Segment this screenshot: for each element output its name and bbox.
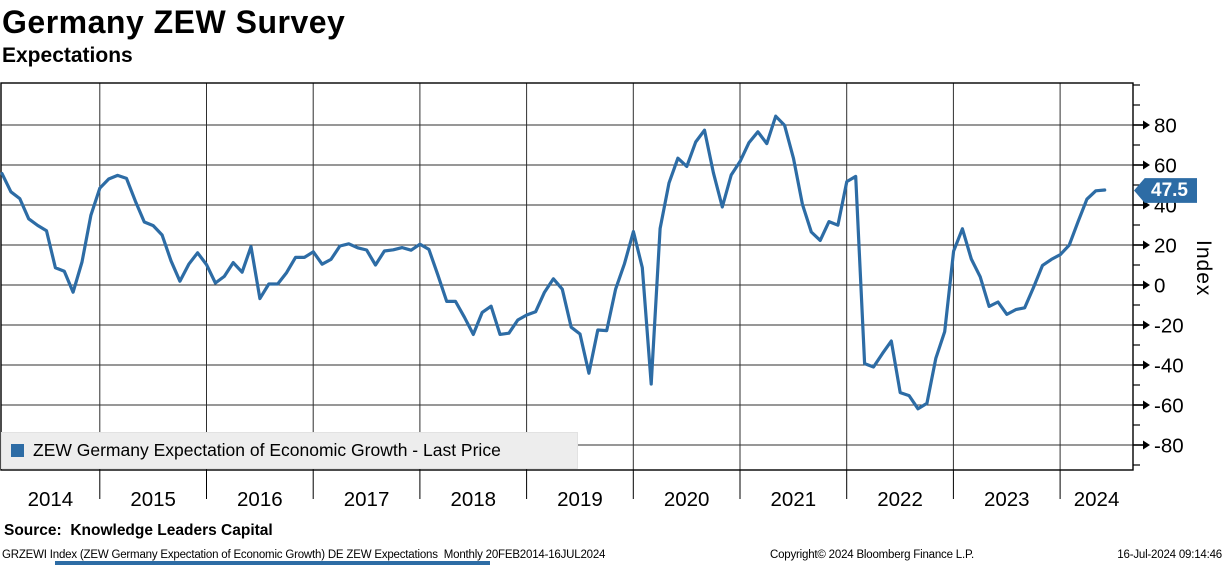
timestamp-text: 16-Jul-2024 09:14:46 [1117, 549, 1222, 561]
y-tick-label: 60 [1154, 155, 1177, 178]
source-text: Source: Knowledge Leaders Capital [4, 522, 273, 539]
data-line [0, 114, 1107, 411]
y-tick-arrow-icon [1143, 120, 1150, 130]
y-tick-arrow-icon [1143, 240, 1150, 250]
x-tick-label: 2023 [984, 488, 1030, 511]
y-tick-label: -60 [1154, 395, 1184, 418]
y-tick-label: 20 [1154, 235, 1177, 258]
page-subtitle: Expectations [2, 44, 133, 67]
x-tick-label: 2014 [28, 488, 74, 511]
x-tick-label: 2020 [664, 488, 710, 511]
y-tick-arrow-icon [1143, 400, 1150, 410]
legend-label: ZEW Germany Expectation of Economic Grow… [33, 440, 501, 460]
x-tick-label: 2017 [344, 488, 390, 511]
y-tick-label: -20 [1154, 315, 1184, 338]
x-tick-label: 2022 [877, 488, 923, 511]
y-tick-arrow-icon [1143, 160, 1150, 170]
page-title: Germany ZEW Survey [2, 4, 346, 40]
y-tick-arrow-icon [1143, 320, 1150, 330]
y-tick-label: 0 [1154, 275, 1165, 298]
y-tick-arrow-icon [1143, 440, 1150, 450]
copyright-text: Copyright© 2024 Bloomberg Finance L.P. [770, 549, 974, 561]
x-tick-label: 2016 [237, 488, 283, 511]
x-tick-label: 2015 [130, 488, 176, 511]
plot-frame [0, 82, 1134, 471]
y-tick-arrow-icon [1143, 280, 1150, 290]
x-tick-label: 2019 [557, 488, 603, 511]
ticker-description: GRZEWI Index (ZEW Germany Expectation of… [2, 549, 606, 561]
y-tick-label: -80 [1154, 435, 1184, 458]
y-tick-arrow-icon [1143, 360, 1150, 370]
legend[interactable]: ZEW Germany Expectation of Economic Grow… [1, 432, 578, 469]
legend-swatch-icon [11, 444, 24, 457]
last-price-badge: 47.5 [1134, 178, 1197, 203]
y-tick-label: -40 [1154, 355, 1184, 378]
x-tick-label: 2024 [1074, 488, 1120, 511]
x-tick-label: 2018 [450, 488, 496, 511]
y-axis-title: Index [1192, 240, 1215, 297]
x-tick-label: 2021 [771, 488, 817, 511]
bottom-highlight-bar [55, 561, 490, 565]
y-tick-label: 80 [1154, 115, 1177, 138]
